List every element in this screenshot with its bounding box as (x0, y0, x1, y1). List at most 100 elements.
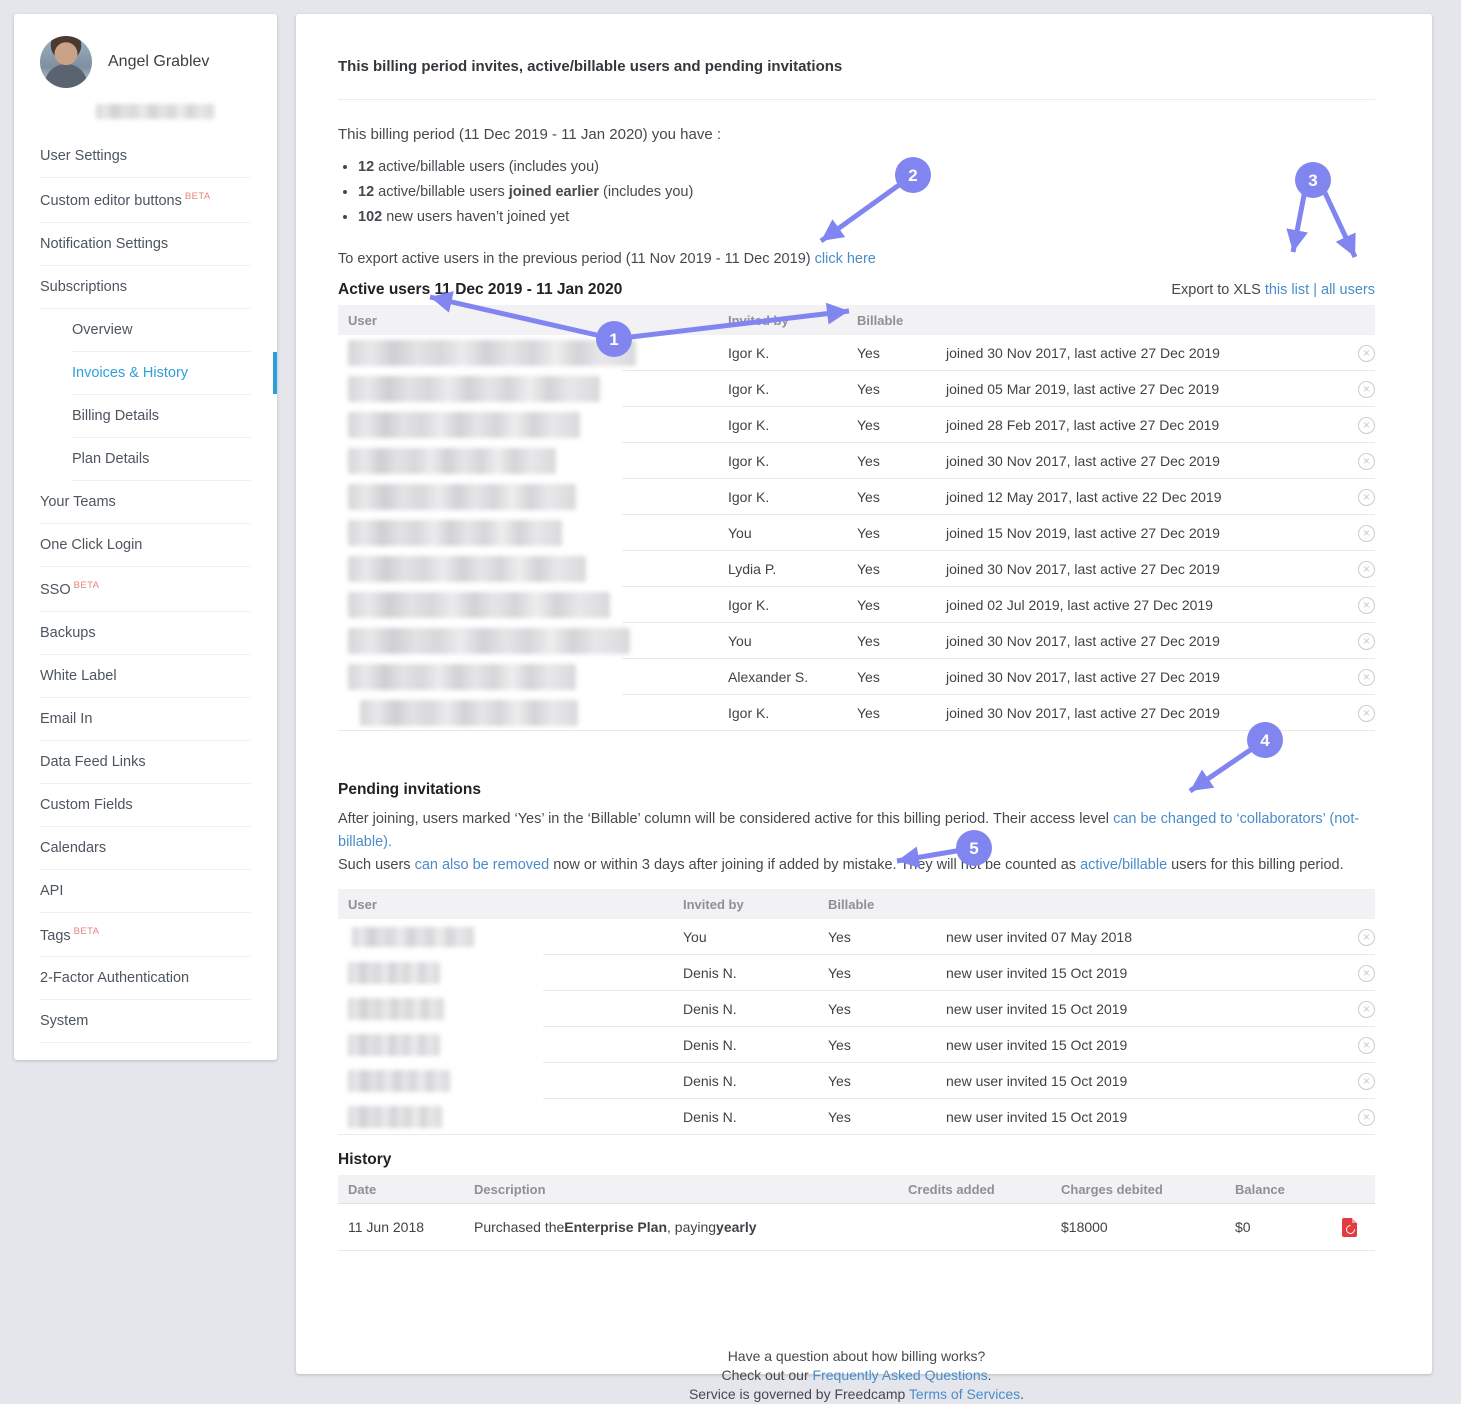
redacted-user-name (352, 927, 474, 947)
column-header-invited-by: Invited by (683, 896, 744, 912)
billable-cell: Yes (828, 1073, 851, 1089)
remove-user-icon[interactable]: × (1358, 488, 1375, 506)
sidebar-item-label: Backups (40, 624, 96, 641)
sidebar-item-label: Custom editor buttons (40, 192, 182, 209)
sidebar-item-api[interactable]: API (40, 870, 251, 913)
summary-text: active/billable users (374, 184, 509, 200)
active-user-row: Igor K. Yes joined 05 Mar 2019, last activ… (338, 371, 1375, 407)
sidebar-item-one-click-login[interactable]: One Click Login (40, 524, 251, 567)
remove-user-icon[interactable]: × (1358, 344, 1375, 362)
invited-by-cell: Igor K. (728, 417, 770, 433)
summary-count: 12 (358, 184, 375, 200)
sidebar-item-subscriptions[interactable]: Subscriptions (40, 266, 251, 309)
sidebar-item-sso[interactable]: SSO BETA (40, 567, 251, 612)
history-desc-text: , paying (667, 1219, 717, 1235)
history-balance-cell: $0 (1235, 1219, 1251, 1235)
export-this-list-link[interactable]: this list (1264, 282, 1310, 298)
remove-user-icon[interactable]: × (1358, 560, 1375, 578)
sidebar-item-your-teams[interactable]: Your Teams (40, 481, 251, 524)
sidebar-item-notification-settings[interactable]: Notification Settings (40, 223, 251, 266)
history-table-header: Date Description Credits added Charges d… (338, 1175, 1375, 1204)
remove-invite-icon[interactable]: × (1358, 964, 1375, 982)
remove-invite-icon[interactable]: × (1358, 1000, 1375, 1018)
summary-item-active-users: 12 active/billable users (includes you) (358, 159, 1375, 175)
activity-cell: joined 15 Nov 2019, last active 27 Dec 2… (946, 525, 1220, 541)
history-heading: History (338, 1151, 392, 1168)
history-description-cell: Purchased the Enterprise Plan, paying ye… (474, 1219, 908, 1235)
pending-invitations-heading: Pending invitations (338, 781, 481, 798)
sidebar-item-label: Overview (72, 321, 133, 338)
sidebar-item-plan-details[interactable]: Plan Details (72, 438, 251, 481)
sidebar-item-calendars[interactable]: Calendars (40, 827, 251, 870)
billable-cell: Yes (857, 561, 880, 577)
sidebar-item-email-in[interactable]: Email In (40, 698, 251, 741)
remove-user-icon[interactable]: × (1358, 452, 1375, 470)
sidebar-item-label: Invoices & History (72, 364, 189, 381)
faq-link[interactable]: Frequently Asked Questions (812, 1367, 988, 1383)
remove-user-icon[interactable]: × (1358, 668, 1375, 686)
sidebar-item-label: Custom Fields (40, 796, 133, 813)
export-previous-text: To export active users in the previous p… (338, 251, 815, 267)
redacted-user-name (348, 520, 562, 546)
active-billable-link[interactable]: active/billable (1080, 857, 1168, 873)
remove-invite-icon[interactable]: × (1358, 1072, 1375, 1090)
billable-cell: Yes (828, 965, 851, 981)
column-header-billable: Billable (857, 312, 904, 328)
sidebar-item-system[interactable]: System (40, 1000, 251, 1044)
column-header-credits-added: Credits added (908, 1181, 995, 1197)
remove-user-icon[interactable]: × (1358, 596, 1375, 614)
sidebar-item-tags[interactable]: Tags BETA (40, 913, 251, 958)
billable-cell: Yes (857, 453, 880, 469)
billable-cell: Yes (857, 597, 880, 613)
activity-cell: joined 30 Nov 2017, last active 27 Dec 2… (946, 669, 1220, 685)
active-user-row: You Yes joined 15 Nov 2019, last active 27… (338, 515, 1375, 551)
remove-user-icon[interactable]: × (1358, 524, 1375, 542)
remove-invite-icon[interactable]: × (1358, 1036, 1375, 1054)
sidebar-item-label: 2-Factor Authentication (40, 970, 190, 987)
pdf-invoice-icon[interactable] (1342, 1217, 1357, 1237)
remove-user-icon[interactable]: × (1358, 416, 1375, 434)
remove-invite-icon[interactable]: × (1358, 1108, 1375, 1126)
history-date-cell: 11 Jun 2018 (348, 1219, 425, 1235)
sidebar-item-custom-fields[interactable]: Custom Fields (40, 784, 251, 827)
footer-text: Check out our (721, 1367, 813, 1383)
sidebar-item-label: SSO (40, 581, 71, 598)
invited-by-cell: Denis N. (683, 1001, 737, 1017)
sidebar-item-data-feed-links[interactable]: Data Feed Links (40, 741, 251, 784)
summary-count: 12 (358, 159, 375, 175)
footer-text: Service is governed by Freedcamp (688, 1386, 909, 1402)
column-header-invited-by: Invited by (728, 312, 789, 328)
click-here-link[interactable]: click here (814, 251, 876, 267)
remove-user-icon[interactable]: × (1358, 704, 1375, 722)
pending-user-row: Denis N. Yes new user invited 15 Oct 2019 × (338, 1027, 1375, 1063)
billable-cell: Yes (828, 929, 851, 945)
sidebar-item-billing-details[interactable]: Billing Details (72, 395, 251, 438)
sidebar-item-overview[interactable]: Overview (72, 309, 251, 352)
column-header-user: User (348, 896, 377, 912)
redacted-user-name (360, 700, 578, 726)
active-user-row: Lydia P. Yes joined 30 Nov 2017, last acti… (338, 551, 1375, 587)
sidebar-item-user-settings[interactable]: User Settings (40, 135, 251, 178)
export-all-users-link[interactable]: all users (1321, 282, 1375, 298)
can-be-removed-link[interactable]: can also be removed (414, 857, 550, 873)
billable-cell: Yes (857, 417, 880, 433)
sidebar-item-2fa[interactable]: 2-Factor Authentication (40, 957, 251, 1001)
summary-text: active/billable users (includes you) (374, 159, 599, 175)
activity-cell: new user invited 15 Oct 2019 (946, 965, 1128, 981)
sidebar-item-label: Subscriptions (40, 278, 128, 295)
sidebar-item-invoices-history[interactable]: Invoices & History (72, 351, 277, 395)
redacted-user-name (348, 340, 636, 366)
tos-link[interactable]: Terms of Services (908, 1386, 1021, 1402)
redacted-user-name (348, 592, 610, 618)
sidebar-item-custom-editor-buttons[interactable]: Custom editor buttons BETA (40, 178, 251, 223)
remove-user-icon[interactable]: × (1358, 380, 1375, 398)
sidebar-item-white-label[interactable]: White Label (40, 655, 251, 698)
change-to-collaborators-link[interactable]: can be changed to ‘collaborators’ (not-b… (338, 811, 1360, 850)
sidebar-item-backups[interactable]: Backups (40, 612, 251, 655)
redacted-user-name (348, 376, 600, 402)
remove-invite-icon[interactable]: × (1358, 928, 1375, 946)
remove-user-icon[interactable]: × (1358, 632, 1375, 650)
redacted-user-name (348, 412, 580, 438)
footer-line-1: Have a question about how billing works? (727, 1348, 986, 1364)
active-user-row: You Yes joined 30 Nov 2017, last active 27… (338, 623, 1375, 659)
